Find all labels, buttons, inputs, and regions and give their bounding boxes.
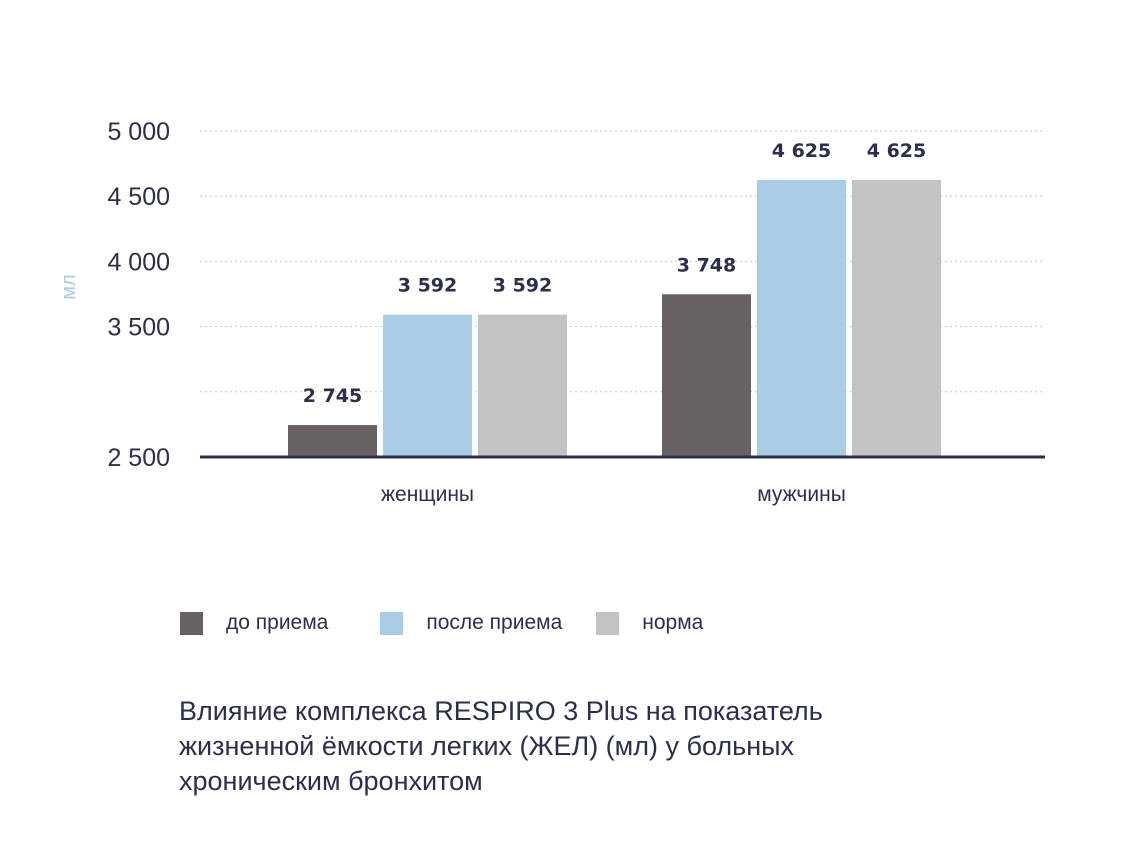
data-label: 3 748 (677, 254, 737, 276)
legend-swatch-before (180, 611, 203, 635)
bar (383, 314, 472, 457)
y-axis-label: мл (58, 274, 80, 299)
bar (757, 179, 846, 457)
bar (288, 425, 377, 457)
y-tick-label: 4 000 (107, 248, 170, 276)
data-label: 4 625 (772, 140, 832, 162)
bar (478, 314, 567, 457)
data-label: 4 625 (867, 140, 927, 162)
y-tick-label: 2 500 (107, 444, 170, 472)
legend-swatch-after (380, 611, 404, 635)
legend-item-norm: норма (596, 611, 703, 635)
legend-item-after: после приема (380, 611, 562, 635)
x-category-label: женщины (381, 483, 474, 506)
bar (852, 179, 941, 457)
legend-label-after: после приема (426, 611, 563, 634)
data-label: 2 745 (303, 385, 363, 407)
x-category-label: мужчины (757, 483, 846, 506)
data-label: 3 592 (493, 275, 553, 297)
bar (662, 294, 751, 457)
y-tick-label: 3 500 (107, 314, 170, 342)
y-tick-label: 5 000 (107, 118, 170, 146)
legend-label-before: до приема (226, 611, 329, 634)
chart-caption: Влияние комплекса RESPIRO 3 Plus на пока… (179, 696, 823, 796)
legend: до приема после приема норма (180, 611, 703, 635)
legend-label-norm: норма (642, 611, 704, 634)
legend-swatch-norm (596, 611, 620, 635)
legend-item-before: до приема (180, 611, 328, 635)
bar-chart: 2 500 3 500 4 000 4 500 5 000 мл 2 745 3 592 3 5… (58, 118, 1045, 506)
data-label: 3 592 (398, 275, 458, 297)
y-tick-label: 4 500 (107, 183, 170, 211)
